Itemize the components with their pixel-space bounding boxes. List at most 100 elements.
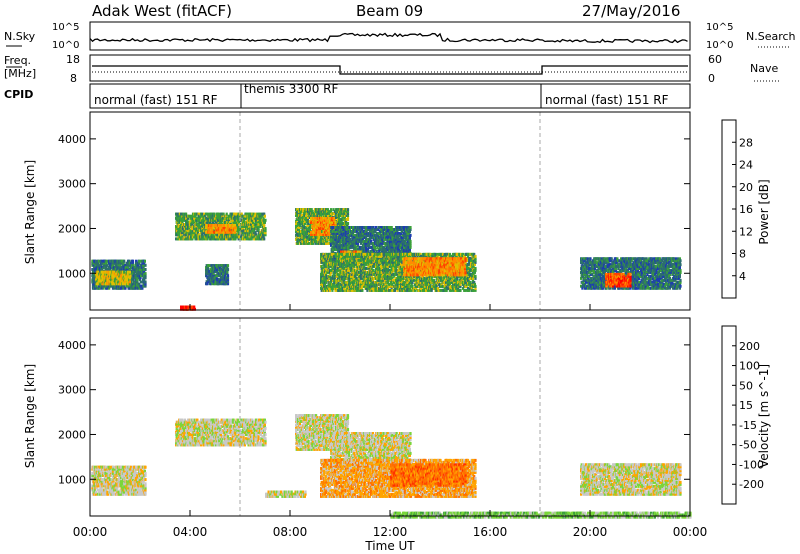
data-cell xyxy=(201,237,204,241)
data-cell xyxy=(94,286,97,290)
data-cell xyxy=(295,212,298,215)
data-cell xyxy=(297,218,300,221)
data-cell xyxy=(228,235,231,239)
data-region-1 xyxy=(95,270,132,286)
data-cell xyxy=(112,286,115,290)
data-cell xyxy=(264,229,267,233)
data-cell xyxy=(344,235,347,239)
data-cell xyxy=(198,233,201,237)
data-cell xyxy=(371,232,374,235)
data-cell xyxy=(359,235,362,239)
data-cell xyxy=(368,233,371,237)
data-cell xyxy=(360,239,363,243)
data-cell xyxy=(304,235,307,239)
data-cell xyxy=(343,250,346,254)
data-cell xyxy=(318,237,321,241)
data-cell xyxy=(326,227,329,230)
data-cell xyxy=(373,230,376,233)
data-cell xyxy=(403,249,406,253)
data-cell xyxy=(322,252,325,256)
data-cell xyxy=(308,228,311,231)
data-cell xyxy=(115,282,118,286)
data-cell xyxy=(398,226,401,229)
data-cell xyxy=(338,232,341,235)
data-cell xyxy=(143,282,146,286)
data-cell xyxy=(383,237,386,241)
data-cell xyxy=(400,241,403,245)
data-cell xyxy=(332,208,335,212)
data-cell xyxy=(355,239,358,243)
data-cell xyxy=(326,278,330,282)
data-cell xyxy=(200,220,203,224)
data-cell xyxy=(225,233,228,237)
data-cell xyxy=(324,276,327,280)
data-cell xyxy=(106,286,109,290)
data-cell xyxy=(307,226,310,229)
data-cell xyxy=(137,286,140,290)
data-cell xyxy=(243,233,246,237)
data-cell xyxy=(332,212,335,215)
data-cell xyxy=(332,217,335,220)
data-cell xyxy=(92,278,95,282)
data-cell xyxy=(197,216,200,220)
data-cell xyxy=(369,237,372,241)
data-cell xyxy=(185,229,188,233)
data-cell xyxy=(316,210,320,214)
data-cell xyxy=(241,229,245,233)
data-cell xyxy=(390,232,393,235)
data-cell xyxy=(356,243,360,247)
data-cell xyxy=(333,221,336,224)
data-cell xyxy=(348,228,351,231)
data-cell xyxy=(383,232,386,235)
data-cell xyxy=(356,237,359,241)
data-cell xyxy=(98,265,101,269)
data-cell xyxy=(334,218,337,221)
data-cell xyxy=(259,231,262,235)
data-cell xyxy=(324,235,327,239)
data-cell xyxy=(128,276,131,280)
data-cell xyxy=(134,265,137,269)
data-cell xyxy=(407,245,410,249)
data-cell xyxy=(322,217,325,220)
data-cell xyxy=(298,239,301,243)
data-cell xyxy=(233,230,236,234)
data-cell xyxy=(181,214,184,218)
data-cell xyxy=(361,228,364,231)
data-cell xyxy=(323,214,326,217)
data-cell xyxy=(355,235,358,239)
data-cell xyxy=(242,227,245,231)
data-cell xyxy=(108,268,111,271)
data-cell xyxy=(334,221,337,224)
data-cell xyxy=(124,278,127,282)
data-cell xyxy=(228,230,231,234)
data-cell xyxy=(118,276,121,280)
data-cell xyxy=(321,278,324,282)
data-cell xyxy=(340,224,343,227)
data-cell xyxy=(143,278,146,282)
data-cell xyxy=(210,237,213,241)
data-cell xyxy=(361,226,364,229)
data-cell xyxy=(306,232,309,235)
data-cell xyxy=(120,286,123,290)
data-cell xyxy=(140,259,143,263)
data-cell xyxy=(295,224,298,227)
data-cell xyxy=(368,230,371,233)
data-cell xyxy=(395,243,398,247)
data-cell xyxy=(369,226,372,229)
data-cell xyxy=(401,239,404,243)
data-cell xyxy=(320,252,323,256)
power-data-marks xyxy=(91,112,682,311)
data-cell xyxy=(95,278,98,282)
data-cell xyxy=(393,243,396,247)
data-cell xyxy=(318,217,321,220)
data-cell xyxy=(100,263,103,267)
data-cell xyxy=(300,216,303,219)
cpid-panel-frame xyxy=(89,83,691,109)
data-cell xyxy=(177,227,180,231)
data-cell xyxy=(234,216,237,220)
data-cell xyxy=(299,233,302,237)
data-cell xyxy=(390,243,393,247)
data-cell xyxy=(397,239,400,243)
station-title: Adak West (fitACF) xyxy=(92,2,232,20)
data-cell xyxy=(375,241,378,245)
